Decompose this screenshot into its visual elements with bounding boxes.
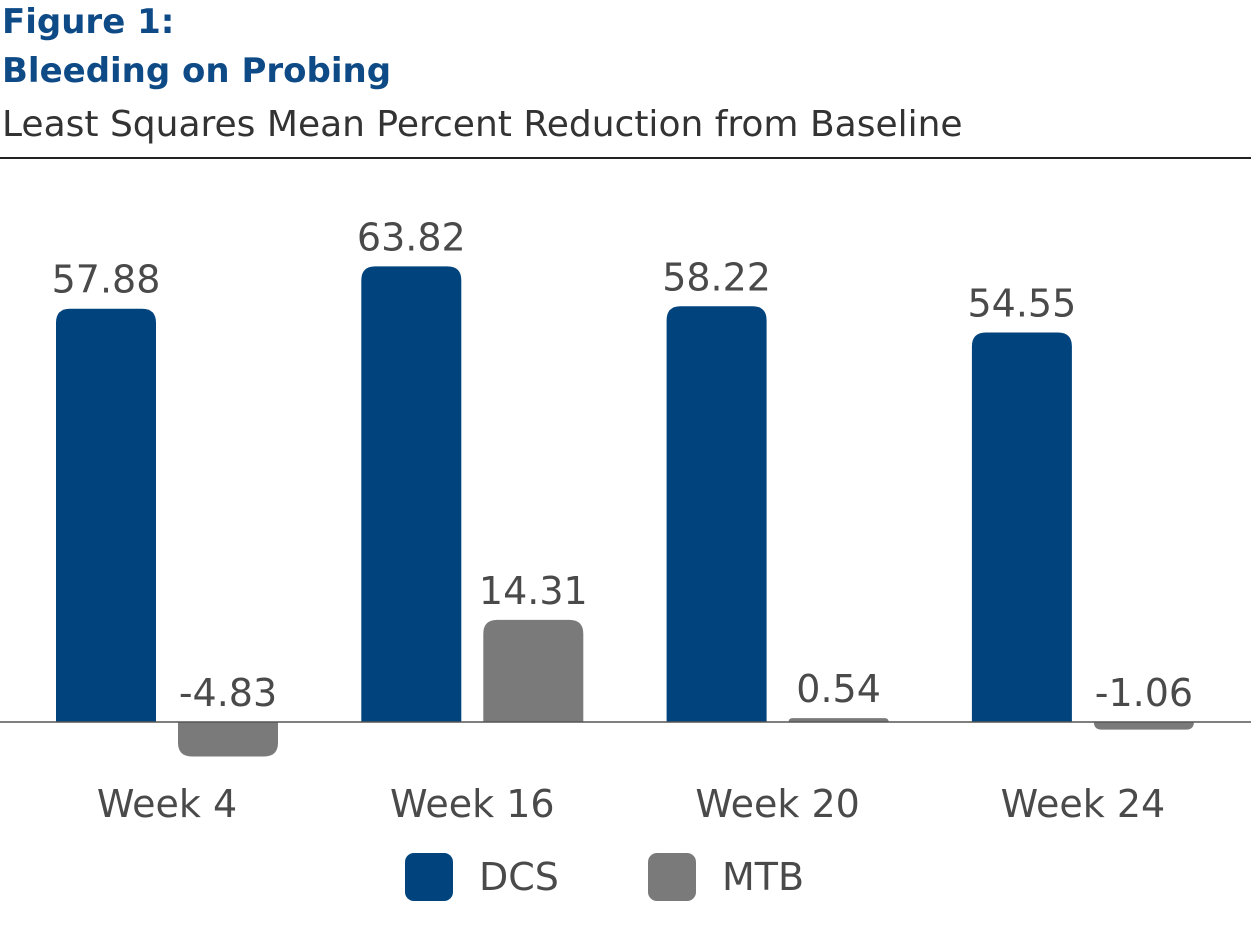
figure-label: Figure 1: [2,2,175,42]
bar-dcs-week-4 [56,308,156,722]
data-label-dcs-week-4: 57.88 [52,258,161,302]
data-label-mtb-week-24: -1.06 [1095,671,1193,715]
x-tick-label-week-16: Week 16 [390,782,555,826]
x-tick-label-week-24: Week 24 [1001,782,1166,826]
legend-item-mtb: MTB [648,852,804,902]
data-label-dcs-week-20: 58.22 [662,255,771,299]
data-label-dcs-week-24: 54.55 [968,282,1077,326]
bar-dcs-week-20 [666,306,767,722]
bar-mtb-week-4 [178,722,278,757]
bar-mtb-week-20 [788,718,889,722]
data-label-dcs-week-16: 63.82 [357,215,466,259]
chart-title: Bleeding on Probing [2,51,392,91]
legend-item-dcs: DCS [405,852,559,902]
x-tick-label-week-4: Week 4 [97,782,237,826]
bar-mtb-week-16 [483,619,584,722]
legend-swatch-dcs [405,853,453,901]
data-label-mtb-week-4: -4.83 [179,671,277,715]
legend-swatch-mtb [648,853,696,901]
x-tick-label-week-20: Week 20 [695,782,860,826]
bar-chart: 57.88 -4.83 Week 4 63.82 14.31 Week 16 58.22 0.… [0,215,1251,826]
header-divider [0,157,1251,159]
chart-subtitle: Least Squares Mean Percent Reduction fro… [2,104,963,145]
legend: DCS MTB [0,852,1251,902]
data-label-mtb-week-16: 14.31 [479,569,588,613]
bar-dcs-week-24 [971,332,1072,722]
bar-dcs-week-16 [361,266,462,722]
bar-mtb-week-24 [1093,722,1194,730]
legend-label-dcs: DCS [479,855,559,899]
data-label-mtb-week-20: 0.54 [796,667,881,711]
legend-label-mtb: MTB [722,855,805,899]
